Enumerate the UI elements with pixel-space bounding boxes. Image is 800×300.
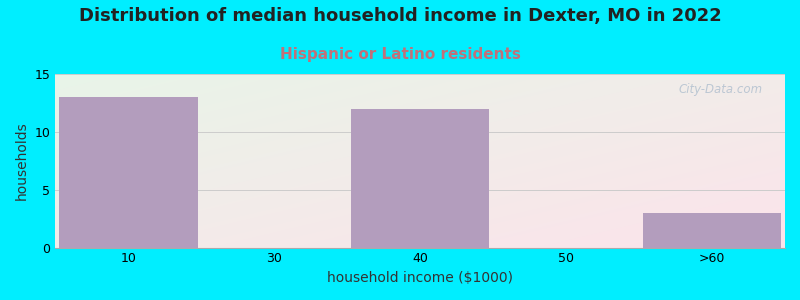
X-axis label: household income ($1000): household income ($1000) (327, 271, 513, 285)
Bar (642, 213, 782, 248)
Y-axis label: households: households (15, 122, 29, 200)
Bar (59, 97, 198, 247)
Bar (351, 109, 490, 247)
Text: Distribution of median household income in Dexter, MO in 2022: Distribution of median household income … (78, 8, 722, 26)
Text: Hispanic or Latino residents: Hispanic or Latino residents (279, 46, 521, 62)
Text: City-Data.com: City-Data.com (679, 83, 763, 96)
